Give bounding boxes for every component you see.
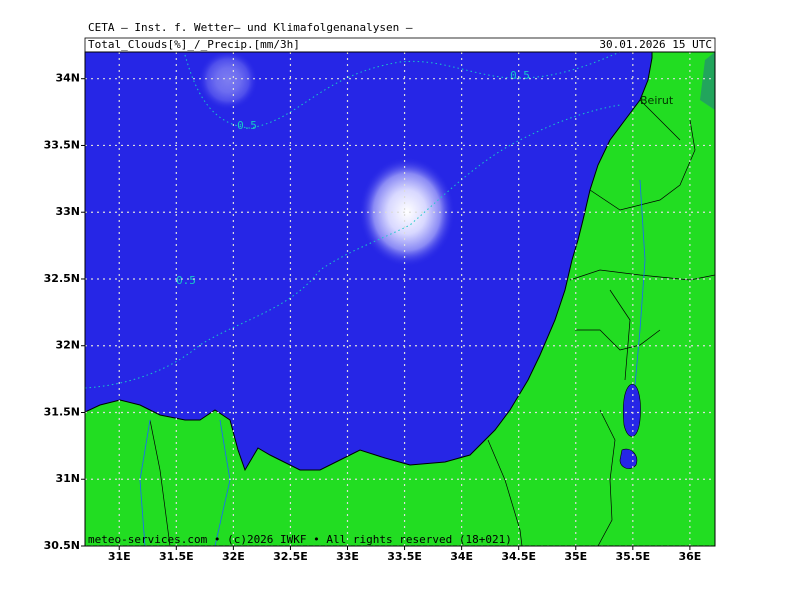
map-frame	[84, 51, 716, 547]
lon-label: 34E	[450, 550, 473, 563]
contour-label: 0.5	[237, 119, 257, 132]
dead-sea	[622, 383, 641, 437]
lon-label: 34.5E	[501, 550, 536, 563]
land	[85, 52, 715, 546]
contour-label: 0.5	[510, 69, 530, 82]
lon-label: 33E	[336, 550, 359, 563]
lat-label: 31N	[55, 472, 80, 485]
cloud-patch	[359, 157, 455, 267]
city-label: Beirut	[640, 94, 674, 107]
lon-label: 32.5E	[273, 550, 308, 563]
footer: meteo-services.com • (c)2026 IWKF • All …	[88, 533, 512, 546]
lat-label: 34N	[55, 72, 80, 85]
lon-label: 31.5E	[159, 550, 194, 563]
contours	[85, 52, 621, 389]
lon-label: 33.5E	[387, 550, 422, 563]
parameter: Total_Clouds[%]_/_Precip.[mm/3h]	[88, 38, 300, 51]
borders	[149, 99, 715, 546]
rivers	[139, 179, 646, 546]
lake	[619, 448, 638, 469]
valid-time: 30.01.2026 15 UTC	[599, 38, 712, 51]
lat-label: 32N	[55, 339, 80, 352]
lat-label: 33N	[55, 205, 80, 218]
lon-label: 35.5E	[615, 550, 650, 563]
lon-label: 31E	[108, 550, 131, 563]
contour-label: 0.5	[176, 274, 196, 287]
lon-label: 36E	[678, 550, 701, 563]
sea-edge	[700, 52, 715, 110]
lon-label: 32E	[222, 550, 245, 563]
lat-label: 32.5N	[44, 272, 80, 285]
cloud-patch	[198, 52, 258, 110]
lon-label: 35E	[564, 550, 587, 563]
lat-label: 33.5N	[44, 138, 80, 151]
map-area: 0.5 0.5 0.5 Beirut meteo-services.com • …	[85, 52, 715, 546]
lat-label: 31.5N	[44, 405, 80, 418]
lat-label: 30.5N	[44, 539, 80, 552]
header-title: CETA — Inst. f. Wetter— und Klimafolgena…	[88, 21, 413, 34]
grid	[85, 52, 715, 546]
